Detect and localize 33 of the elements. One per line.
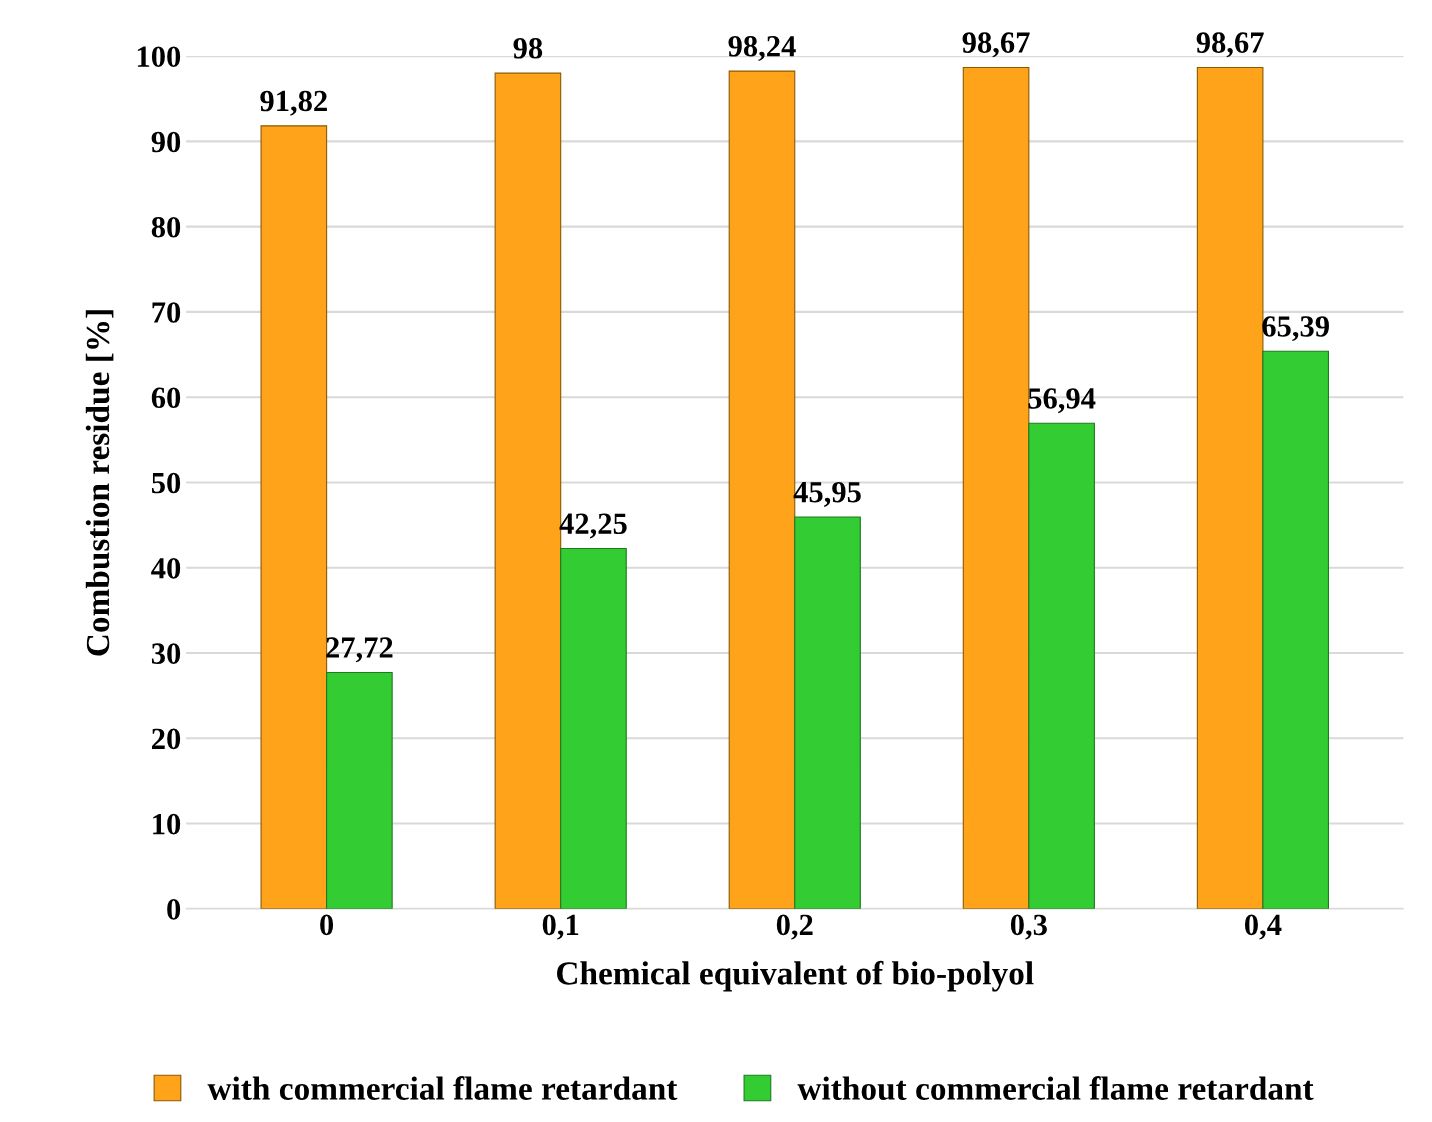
legend-label: with commercial flame retardant (207, 1076, 678, 1100)
x-tick-label: 0,1 (542, 914, 579, 940)
bar (794, 516, 861, 909)
x-tick-label: 0,3 (1010, 914, 1047, 940)
y-tick-label: 20 (152, 728, 181, 750)
y-tick-label: 70 (152, 302, 181, 323)
y-tick-label: 10 (153, 813, 181, 835)
data-label: 91,82 (260, 90, 327, 116)
bar (326, 671, 393, 909)
y-tick-label: 80 (151, 216, 181, 238)
bar (1262, 350, 1330, 909)
bar (560, 547, 627, 909)
x-axis-title: Chemical equivalent of bio-polyol (557, 960, 1034, 992)
data-label: 98 (513, 37, 543, 59)
x-tick-label: 0,4 (1244, 914, 1282, 940)
y-tick-label: 40 (151, 558, 181, 579)
bar (260, 125, 328, 909)
y-axis-title: Combustion residue [%] (85, 310, 114, 656)
bar (1196, 66, 1264, 909)
data-label: 98,67 (962, 32, 1030, 58)
y-tick-label: 30 (151, 643, 181, 664)
x-tick-label: 0 (320, 914, 334, 936)
bar (962, 66, 1030, 909)
y-tick-label: 90 (151, 131, 181, 153)
data-label: 98,67 (1196, 32, 1264, 58)
y-tick-label: 0 (167, 899, 181, 920)
x-tick-label: 0,2 (776, 914, 813, 940)
data-label: 98,24 (728, 35, 796, 61)
y-tick-label: 60 (151, 387, 181, 409)
y-tick-label: 50 (151, 472, 181, 494)
bar (1028, 422, 1095, 909)
legend-label: without commercial flame retardant (797, 1076, 1314, 1100)
y-tick-label: 100 (137, 46, 181, 67)
